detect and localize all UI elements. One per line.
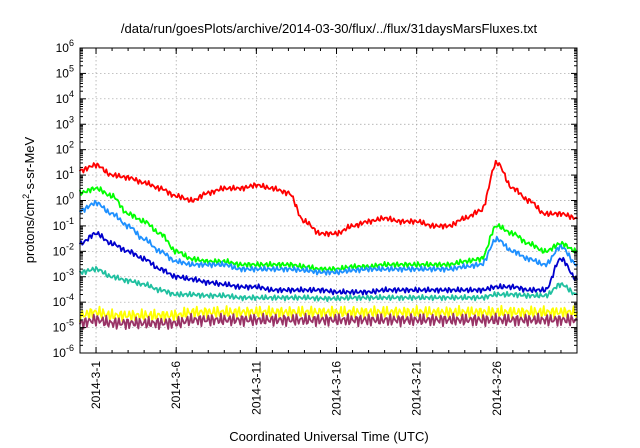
x-tick-label: 2014-3-1 [89,361,103,409]
grid [80,48,577,353]
series-line [79,266,578,303]
y-tick-label: 100 [56,191,74,208]
series-line [79,199,578,276]
y-tick-labels: 10-6 10-5 10-4 10-3 10-2 10-1 100 101 102 103 104 1… [53,38,74,360]
x-tick-label: 2014-3-16 [330,361,344,416]
y-tick-label: 106 [56,38,74,55]
y-tick-label: 10-3 [53,267,74,284]
x-tick-label: 2014-3-11 [249,361,263,415]
y-tick-label: 10-6 [53,343,74,360]
series-line [79,304,578,323]
y-tick-label: 104 [56,89,74,106]
series-line [79,231,578,296]
y-tick-label: 10-5 [53,318,74,335]
x-tick-label: 2014-3-26 [490,361,504,416]
y-tick-label: 10-4 [53,292,74,309]
y-tick-label: 10-1 [53,216,74,233]
y-axis-label-sup: 2 [21,194,31,199]
x-axis-label: Coordinated Universal Time (UTC) [229,429,428,444]
y-tick-label: 101 [56,165,74,182]
ticks [79,47,578,354]
x-tick-labels: 2014-3-1 2014-3-6 2014-3-11 2014-3-16 2014-3… [89,361,504,416]
series-line [79,186,578,273]
x-tick-label: 2014-3-21 [410,361,424,416]
x-tick-label: 2014-3-6 [169,361,183,409]
y-axis-label: protons/cm2-s-sr-MeV [21,136,37,263]
y-tick-label: 102 [56,140,74,157]
y-axis-label-rest: -s-sr-MeV [22,136,37,193]
y-tick-label: 105 [56,63,74,80]
chart-title: /data/run/goesPlots/archive/2014-03-30/f… [121,21,538,36]
y-tick-label: 103 [56,114,74,131]
series-group [79,159,578,330]
series-line [79,312,578,330]
series-line [79,159,578,238]
y-tick-label: 10-2 [53,241,74,258]
y-axis-label-base: protons/cm [22,199,37,263]
